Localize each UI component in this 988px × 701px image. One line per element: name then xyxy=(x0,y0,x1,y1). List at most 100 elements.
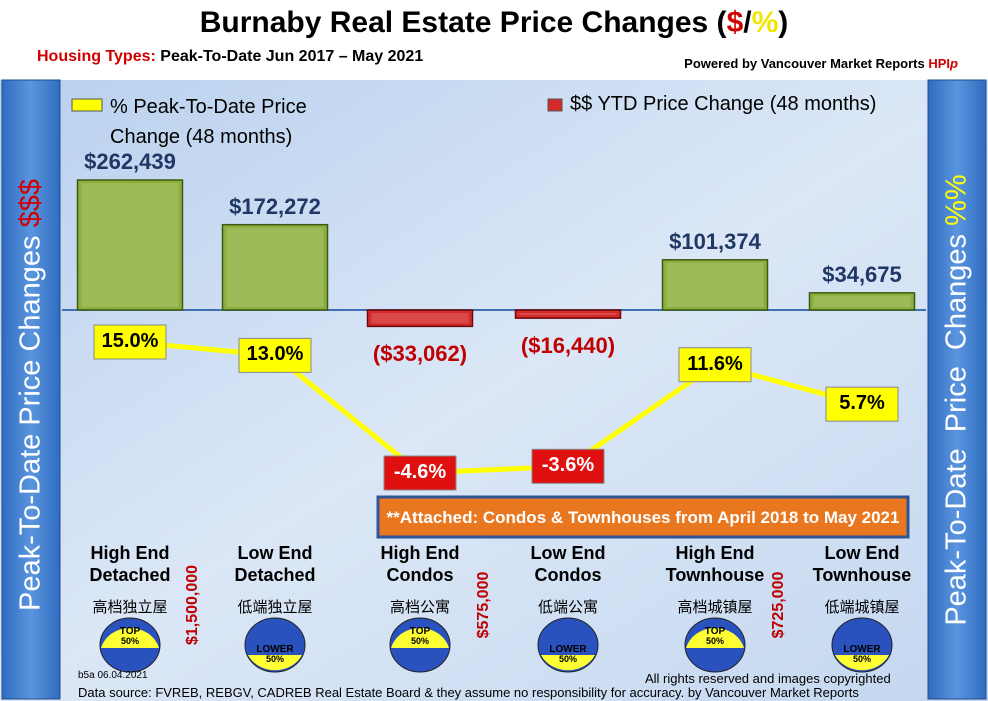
left-panel xyxy=(1,79,61,700)
value-label: $34,675 xyxy=(822,261,902,287)
subtitle: Housing Types: Peak-To-Date Jun 2017 – M… xyxy=(37,48,423,66)
bar-highlight xyxy=(666,262,764,307)
header-bg xyxy=(0,0,988,80)
source: Data source: FVREB, REBGV, CADREB Real E… xyxy=(78,685,859,700)
axis-label-part: %% xyxy=(940,174,973,226)
badge-band xyxy=(101,627,159,648)
value-label: 11.6% xyxy=(687,352,743,375)
bar xyxy=(661,259,769,311)
legend-label: $$ YTD Price Change (48 months) xyxy=(570,93,877,115)
title-part: $ xyxy=(726,6,744,39)
badge-text: 50% xyxy=(410,636,429,646)
badge-text: TOP xyxy=(704,626,726,637)
x-tick-label-zh: 低端公寓 xyxy=(537,599,598,616)
value-label-box xyxy=(825,386,899,422)
x-tick-label: Detached xyxy=(234,565,316,585)
axis-label-part: Peak-To-Date Price Changes xyxy=(940,225,973,626)
value-label: 15.0% xyxy=(101,330,159,352)
x-tick-label: Detached xyxy=(89,565,171,585)
bar-highlight xyxy=(813,295,911,307)
left-axis-label: Peak-To-Date Price Changes $$$ xyxy=(15,179,48,611)
subtitle-part: Peak-To-Date Jun 2017 – May 2021 xyxy=(155,48,424,65)
badge-text: 50% xyxy=(558,654,577,664)
legend-label: % Peak-To-Date Price Change (48 months) xyxy=(110,96,307,148)
annotation-box xyxy=(376,495,910,539)
x-tick-label-zh: 低端独立屋 xyxy=(237,599,313,616)
value-label-box xyxy=(93,324,167,360)
price-threshold: $575,000 xyxy=(475,571,492,639)
value-label: ($16,440) xyxy=(520,333,616,359)
title-part: % xyxy=(751,6,779,39)
credit-part: Vancouver Market Reports xyxy=(760,56,925,71)
bar xyxy=(514,309,622,319)
badge-band xyxy=(835,655,889,671)
x-tick-label: Low End xyxy=(237,543,313,563)
value-label: -4.6% xyxy=(393,461,447,483)
value-label: ($33,062) xyxy=(372,341,468,367)
right-axis-label: Peak-To-Date Price Changes %% xyxy=(941,174,974,625)
badge-text: 50% xyxy=(852,654,871,664)
x-tick-label: Townhouse xyxy=(665,565,765,585)
value-label-box xyxy=(238,337,312,373)
bar-highlight xyxy=(81,183,179,307)
bar-highlight xyxy=(226,227,324,307)
subtitle-part: Housing Types: xyxy=(37,48,156,65)
badge-band xyxy=(248,655,302,671)
x-tick-label: High End xyxy=(675,543,755,563)
badge-text: LOWER xyxy=(256,644,294,655)
value-label: $172,272 xyxy=(229,193,321,219)
x-tick-label-zh: 高档独立屋 xyxy=(92,599,168,616)
badge-text: 50% xyxy=(265,654,284,664)
title-part: / xyxy=(743,6,752,39)
value-label-box xyxy=(531,448,605,484)
value-label: 5.7% xyxy=(839,392,885,415)
value-label-box xyxy=(678,347,752,383)
badge-text: 50% xyxy=(705,636,724,646)
x-tick-label: Condos xyxy=(386,565,454,585)
credit: Powered by Vancouver Market Reports HPIp xyxy=(684,56,958,71)
right-panel xyxy=(927,79,987,700)
copyright: All rights reserved and images copyright… xyxy=(645,671,891,686)
x-tick-label: Low End xyxy=(530,543,606,563)
badge-band xyxy=(541,655,595,671)
badge-text: 50% xyxy=(120,636,139,646)
version: b5a 06.04.2021 xyxy=(78,670,148,681)
bar xyxy=(808,292,916,311)
x-tick-label-zh: 高档公寓 xyxy=(389,599,450,616)
badge-band xyxy=(391,627,449,648)
badge-text: TOP xyxy=(119,626,141,637)
price-threshold: $1,500,000 xyxy=(183,564,201,646)
axis-label-part: Peak-To-Date Price Changes xyxy=(14,227,47,612)
credit-part: Powered by xyxy=(684,56,761,71)
legend-marker xyxy=(547,98,563,112)
badge-text: LOWER xyxy=(549,644,587,655)
x-tick-label-zh: 低端城镇屋 xyxy=(824,599,900,616)
title-part: ) xyxy=(778,6,789,39)
value-label-box xyxy=(383,455,457,491)
annotation: **Attached: Condos & Townhouses from Apr… xyxy=(386,508,900,527)
badge-band xyxy=(686,627,744,648)
x-tick-label: High End xyxy=(380,543,460,563)
bar-highlight xyxy=(371,313,469,324)
axis-label-part: $$$ xyxy=(14,178,47,228)
x-tick-label: High End xyxy=(90,543,170,563)
legend-marker xyxy=(71,98,103,112)
bar xyxy=(76,179,184,311)
bar xyxy=(221,223,329,311)
badge-text: TOP xyxy=(409,626,431,637)
value-label: $101,374 xyxy=(669,228,761,254)
bar-highlight xyxy=(519,313,617,316)
value-label: $262,439 xyxy=(84,149,176,174)
x-tick-label: Townhouse xyxy=(812,565,912,585)
credit-part: HPI xyxy=(924,56,951,71)
bar xyxy=(366,309,474,328)
value-label: 13.0% xyxy=(246,343,304,366)
value-label: -3.6% xyxy=(541,454,595,477)
chart-title: Burnaby Real Estate Price Changes ($/%) xyxy=(0,6,988,40)
x-tick-label: Low End xyxy=(824,543,900,563)
credit-part: p xyxy=(950,56,958,71)
price-threshold: $725,000 xyxy=(769,571,787,639)
title-part: Burnaby Real Estate Price Changes ( xyxy=(199,6,727,39)
